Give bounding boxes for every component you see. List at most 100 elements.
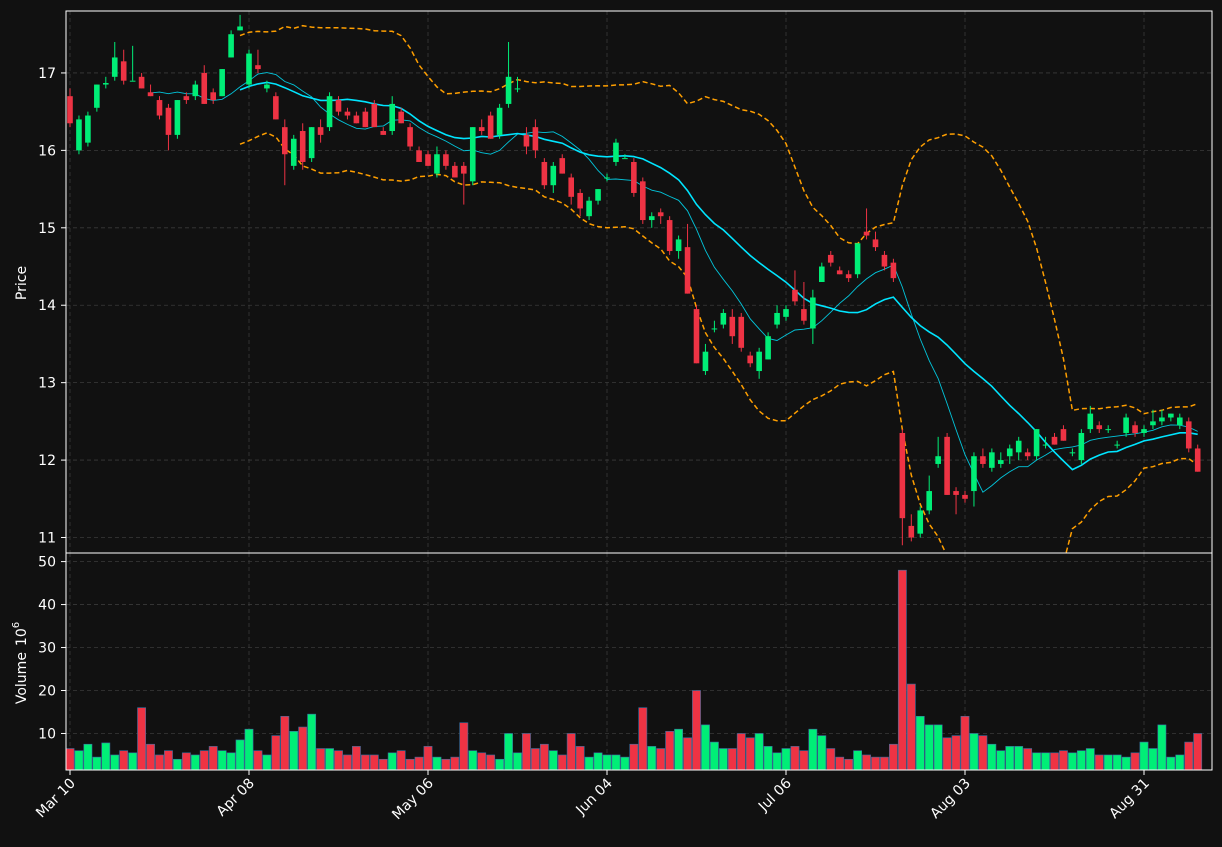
candle-body (514, 88, 521, 90)
volume-bar (513, 752, 522, 771)
volume-bar (199, 750, 209, 771)
volume-panel-frame (65, 552, 1213, 771)
volume-grid (66, 553, 1212, 770)
volume-bar (226, 752, 236, 771)
volume-bar (799, 750, 809, 771)
volume-bar (790, 746, 800, 771)
price-axis-label: Price (14, 266, 30, 300)
candle-body (523, 134, 530, 147)
volume-bar (754, 733, 764, 771)
volume-bar (1184, 741, 1194, 771)
moving-average-fast-line (150, 72, 1198, 493)
volume-bar (522, 733, 531, 771)
candle-body (505, 76, 512, 104)
candle-body (917, 510, 924, 534)
price-tick-label: 15 (38, 221, 56, 237)
candle-body (550, 165, 557, 186)
candle-body (1042, 444, 1049, 446)
candle-body (1069, 452, 1076, 454)
candle-body (845, 274, 852, 279)
candle-body (953, 491, 959, 495)
volume-bar (387, 752, 397, 771)
candle-body (371, 103, 378, 128)
x-ticks: Mar 10 Apr 08 May 06 Jun 04 Jul 06 Aug 03 Aug … (33, 770, 1153, 823)
volume-bar (602, 754, 612, 771)
volume-bar (1085, 748, 1095, 771)
volume-bar (101, 742, 111, 771)
volume-bar (271, 735, 281, 771)
bollinger-lower-line (239, 131, 1199, 553)
candle-body (783, 309, 789, 317)
volume-bar (1014, 746, 1024, 771)
candle-body (487, 115, 494, 139)
price-y-ticks: 11 12 13 14 15 16 17 (38, 66, 66, 547)
candle-body (1168, 413, 1174, 418)
volume-bar (110, 754, 120, 771)
volume-bar (181, 752, 191, 771)
candle-body (228, 34, 234, 58)
candle-body (801, 309, 807, 321)
candle-body (872, 239, 879, 248)
volume-bar (638, 707, 648, 771)
candle-body (434, 154, 440, 174)
volume-bar (1112, 754, 1122, 771)
volume-bar (1005, 746, 1015, 771)
candle-body (443, 154, 449, 166)
candle-body (693, 309, 700, 364)
price-grid (66, 11, 1212, 553)
volume-bar (611, 754, 621, 771)
candle-body (675, 239, 682, 252)
candle-body (210, 92, 216, 101)
volume-bar (942, 737, 952, 771)
volume-bar (280, 715, 290, 771)
candle-body (380, 131, 387, 135)
candle-body (890, 262, 897, 279)
volume-bar (1139, 741, 1149, 771)
candle-body (747, 355, 753, 364)
volume-bar (405, 758, 415, 771)
candle-body (94, 84, 100, 108)
candle-body (666, 220, 673, 252)
volume-bar (137, 707, 146, 771)
candle-body (156, 100, 163, 116)
volume-bar (360, 754, 370, 771)
volume-bar (871, 756, 880, 771)
candle-body (103, 83, 109, 85)
candle-body (67, 96, 73, 124)
candle-body (1159, 417, 1165, 422)
x-tick-label: Jun 04 (573, 775, 616, 818)
volume-bar (665, 731, 675, 771)
candle-body (219, 69, 225, 97)
volume-bar (262, 754, 272, 771)
candle-body (1096, 425, 1103, 430)
volume-bar (817, 735, 827, 771)
candle-body (111, 57, 118, 77)
bollinger-upper-line (239, 24, 1198, 415)
candle-body (317, 127, 324, 135)
candle-body (792, 289, 798, 302)
candle-body (657, 212, 664, 217)
candle-body (255, 65, 261, 70)
candle-body (398, 111, 404, 124)
volume-bar (1121, 756, 1131, 771)
volume-tick-label: 10 (38, 726, 56, 742)
volume-bar (1148, 748, 1158, 771)
volume-bar (244, 728, 254, 771)
candle-body (362, 111, 369, 128)
volume-axis-label-power: 6 (11, 622, 22, 628)
volume-bar (709, 741, 719, 771)
volume-bar (146, 743, 155, 771)
volume-bar (504, 733, 513, 771)
volume-bar (235, 739, 245, 771)
candle-body (282, 127, 288, 155)
candle-body (836, 270, 843, 275)
candle-body (926, 491, 932, 511)
volume-bar (74, 750, 84, 771)
volume-bar (1076, 750, 1086, 771)
volume-bar (897, 569, 907, 771)
price-tick-label: 13 (38, 376, 56, 392)
candle-body (264, 84, 270, 89)
candle-body (344, 111, 351, 116)
volume-bar (423, 746, 433, 771)
volume-bar (486, 754, 496, 771)
